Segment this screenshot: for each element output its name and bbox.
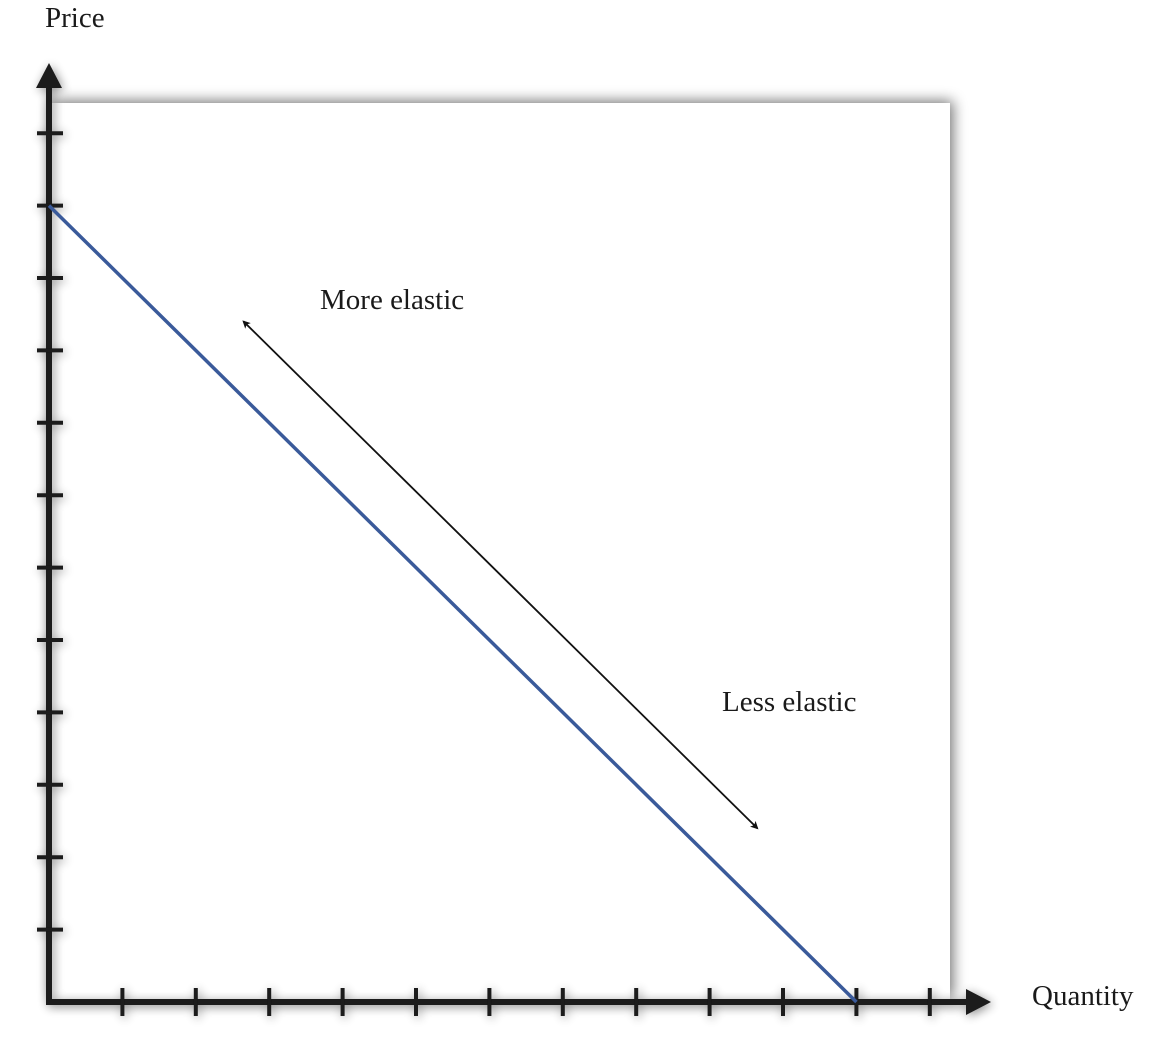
y-axis-arrow-icon — [36, 63, 62, 88]
elasticity-double-arrow — [242, 320, 759, 830]
annotation-more-elastic: More elastic — [320, 284, 464, 316]
x-axis-label: Quantity — [1032, 980, 1134, 1012]
x-axis-arrow-icon — [966, 989, 991, 1015]
plot-panel — [49, 103, 950, 1000]
annotation-less-elastic: Less elastic — [722, 686, 856, 718]
y-axis-label: Price — [45, 2, 105, 34]
